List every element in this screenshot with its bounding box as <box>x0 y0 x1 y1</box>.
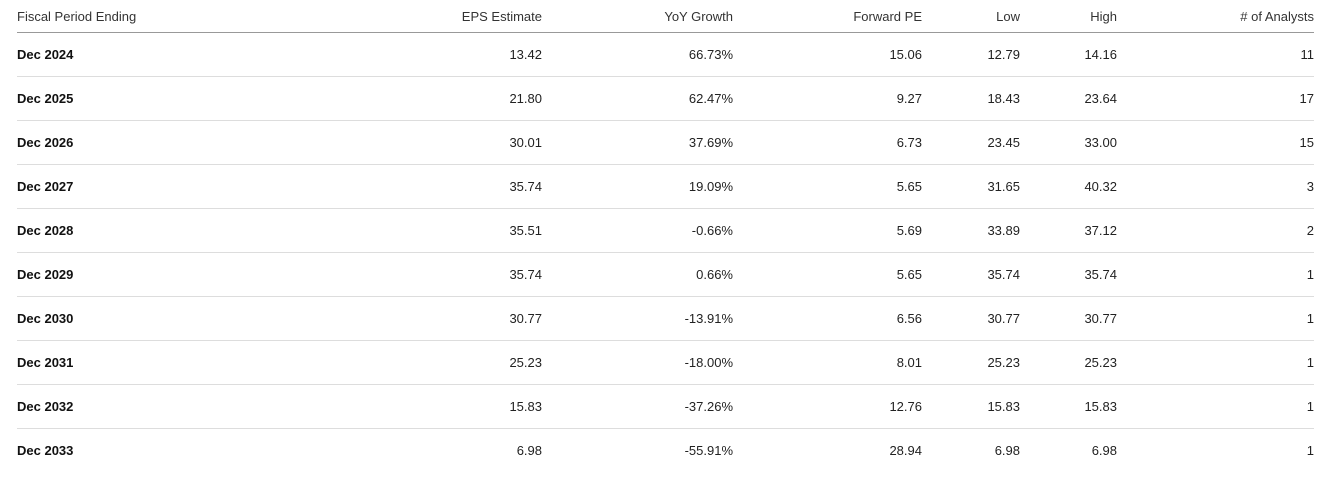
value-cell: 8.01 <box>733 340 922 385</box>
period-cell: Dec 2030 <box>17 296 317 341</box>
value-cell: 28.94 <box>889 443 922 458</box>
value-cell: 30.77 <box>922 296 1020 341</box>
column-header: EPS Estimate <box>317 0 542 33</box>
column-header: Low <box>922 0 1020 33</box>
value-cell: -18.00% <box>542 340 733 385</box>
value-cell: -37.26% <box>542 384 733 429</box>
value-cell: 13.42 <box>317 32 542 77</box>
value-cell: 35.74 <box>317 252 542 297</box>
value-cell: 35.74 <box>317 164 542 209</box>
value-cell: 15 <box>1117 120 1314 165</box>
value-cell: 40.32 <box>1020 164 1117 209</box>
table-row: Dec 2030 30.77 -13.91% 6.56 30.77 30.77 1 <box>17 296 1314 341</box>
column-header: Fiscal Period Ending <box>17 0 317 33</box>
period-cell: Dec 2024 <box>17 32 317 77</box>
value-cell: 12.79 <box>922 32 1020 77</box>
value-cell: 15.06 <box>733 32 922 77</box>
value-cell: 23.45 <box>922 120 1020 165</box>
column-header: Forward PE <box>733 0 922 33</box>
value-cell: 6.73 <box>733 120 922 165</box>
value-cell: 30.01 <box>317 120 542 165</box>
value-cell: 37.69% <box>542 120 733 165</box>
value-cell: 5.65 <box>733 252 922 297</box>
value-cell: -55.91% <box>684 443 733 458</box>
value-cell: 25.23 <box>1020 340 1117 385</box>
value-cell: 31.65 <box>922 164 1020 209</box>
value-cell: 1 <box>1306 443 1314 458</box>
value-cell: 25.23 <box>922 340 1020 385</box>
estimates-table: Fiscal Period Ending EPS Estimate YoY Grow… <box>17 0 1314 472</box>
table-row: Dec 2031 25.23 -18.00% 8.01 25.23 25.23 1 <box>17 340 1314 385</box>
value-cell: 1 <box>1117 296 1314 341</box>
value-cell: 6.56 <box>733 296 922 341</box>
value-cell: 1 <box>1117 384 1314 429</box>
table-row: Dec 2032 15.83 -37.26% 12.76 15.83 15.83 1 <box>17 384 1314 429</box>
value-cell: 3 <box>1117 164 1314 209</box>
table-header: Fiscal Period Ending EPS Estimate YoY Grow… <box>17 0 1314 33</box>
value-cell: 21.80 <box>317 76 542 121</box>
value-cell: 66.73% <box>542 32 733 77</box>
header-row: Fiscal Period Ending EPS Estimate YoY Grow… <box>17 0 1314 33</box>
value-cell: 0.66% <box>542 252 733 297</box>
table-row: Dec 2029 35.74 0.66% 5.65 35.74 35.74 1 <box>17 252 1314 297</box>
value-cell: -13.91% <box>542 296 733 341</box>
period-cell: Dec 2028 <box>17 208 317 253</box>
value-cell: 23.64 <box>1020 76 1117 121</box>
value-cell: 17 <box>1117 76 1314 121</box>
value-cell: 6.98 <box>1091 443 1117 458</box>
period-cell: Dec 2033 <box>17 443 74 458</box>
table-body: Dec 2024 13.42 66.73% 15.06 12.79 14.16 11 Dec … <box>17 32 1314 473</box>
value-cell: 37.12 <box>1020 208 1117 253</box>
period-cell: Dec 2027 <box>17 164 317 209</box>
value-cell: 6.98 <box>516 443 542 458</box>
value-cell: 25.23 <box>317 340 542 385</box>
period-cell: Dec 2026 <box>17 120 317 165</box>
column-header: High <box>1020 0 1117 33</box>
value-cell: 33.89 <box>922 208 1020 253</box>
value-cell: 15.83 <box>317 384 542 429</box>
value-cell: 35.74 <box>1020 252 1117 297</box>
value-cell: 1 <box>1117 340 1314 385</box>
period-cell: Dec 2031 <box>17 340 317 385</box>
value-cell: 5.69 <box>733 208 922 253</box>
table-row: Dec 2024 13.42 66.73% 15.06 12.79 14.16 11 <box>17 32 1314 77</box>
value-cell: 33.00 <box>1020 120 1117 165</box>
value-cell: 1 <box>1117 252 1314 297</box>
period-cell: Dec 2025 <box>17 76 317 121</box>
table-row: Dec 2033 6.98 -55.91% 28.94 6.98 6.98 1 <box>17 429 1314 473</box>
value-cell: 15.83 <box>1020 384 1117 429</box>
value-cell: 30.77 <box>317 296 542 341</box>
value-cell: 14.16 <box>1020 32 1117 77</box>
column-header: # of Analysts <box>1117 0 1314 33</box>
value-cell: 19.09% <box>542 164 733 209</box>
value-cell: 35.51 <box>317 208 542 253</box>
table-row: Dec 2027 35.74 19.09% 5.65 31.65 40.32 3 <box>17 164 1314 209</box>
table-row: Dec 2026 30.01 37.69% 6.73 23.45 33.00 15 <box>17 120 1314 165</box>
value-cell: 2 <box>1117 208 1314 253</box>
value-cell: 62.47% <box>542 76 733 121</box>
value-cell: 6.98 <box>994 443 1020 458</box>
period-cell: Dec 2029 <box>17 252 317 297</box>
value-cell: 12.76 <box>733 384 922 429</box>
value-cell: 15.83 <box>922 384 1020 429</box>
value-cell: 5.65 <box>733 164 922 209</box>
period-cell: Dec 2032 <box>17 384 317 429</box>
column-header: YoY Growth <box>542 0 733 33</box>
value-cell: 9.27 <box>733 76 922 121</box>
value-cell: 18.43 <box>922 76 1020 121</box>
value-cell: 30.77 <box>1020 296 1117 341</box>
table-row: Dec 2028 35.51 -0.66% 5.69 33.89 37.12 2 <box>17 208 1314 253</box>
value-cell: 35.74 <box>922 252 1020 297</box>
value-cell: -0.66% <box>542 208 733 253</box>
table-row: Dec 2025 21.80 62.47% 9.27 18.43 23.64 17 <box>17 76 1314 121</box>
value-cell: 11 <box>1117 32 1314 77</box>
